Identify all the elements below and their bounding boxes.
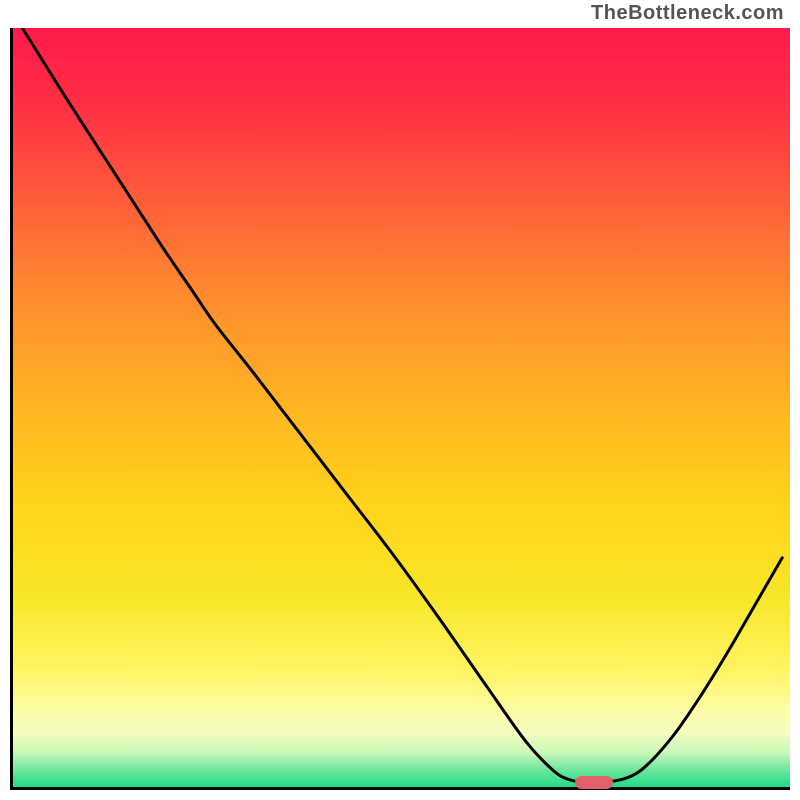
chart-curve <box>13 28 790 787</box>
watermark-text: TheBottleneck.com <box>591 2 784 25</box>
chart-plot-area <box>10 28 790 790</box>
bottleneck-minimum-marker <box>575 776 613 789</box>
